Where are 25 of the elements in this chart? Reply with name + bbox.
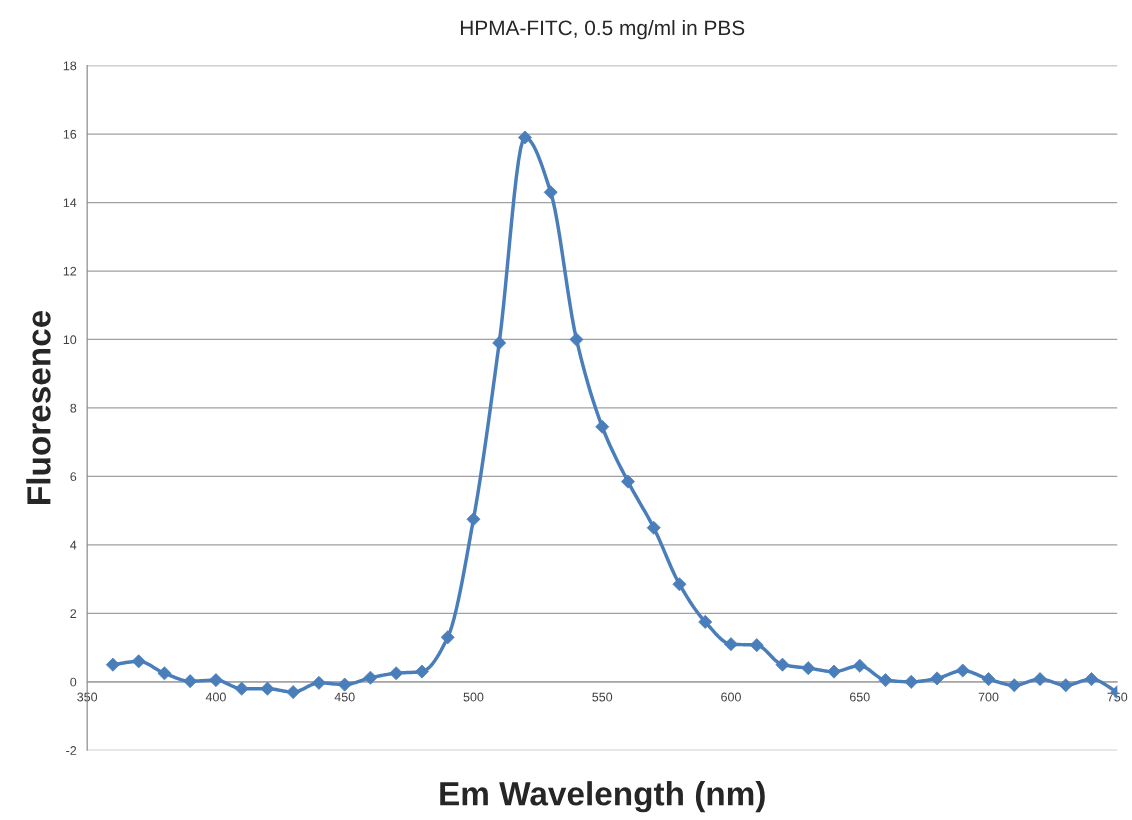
point xyxy=(981,672,996,687)
point xyxy=(595,419,610,434)
y-axis-title: Fluoresence xyxy=(26,310,51,504)
x-tick-label: 400 xyxy=(205,692,226,702)
y-tick-label: 0 xyxy=(70,677,77,687)
y-tick-label: 12 xyxy=(63,266,77,276)
y-tick-label: 14 xyxy=(63,198,77,208)
y-tick-label: 4 xyxy=(70,540,77,550)
y-tick-label: 6 xyxy=(70,472,77,482)
chart-title: HPMA-FITC, 0.5 mg/ml in PBS xyxy=(460,19,745,40)
x-tick-label: 450 xyxy=(334,692,355,702)
x-tick-label: 600 xyxy=(721,692,741,702)
y-tick-label: 8 xyxy=(70,403,77,413)
x-tick-label: 700 xyxy=(978,692,999,702)
point xyxy=(827,664,841,679)
x-tick-label: 350 xyxy=(77,692,98,702)
y-tick-label: -2 xyxy=(66,746,77,755)
x-tick-label: 650 xyxy=(849,692,870,702)
y-tick-label: 10 xyxy=(63,335,77,345)
y-tick-label: 16 xyxy=(63,129,77,139)
x-axis-title: Em Wavelength (nm) xyxy=(440,781,765,813)
x-tick-label: 550 xyxy=(592,692,613,702)
x-tick-label: 500 xyxy=(463,692,484,702)
y-tick-label: 2 xyxy=(70,609,77,618)
y-tick-label: 18 xyxy=(63,61,77,71)
